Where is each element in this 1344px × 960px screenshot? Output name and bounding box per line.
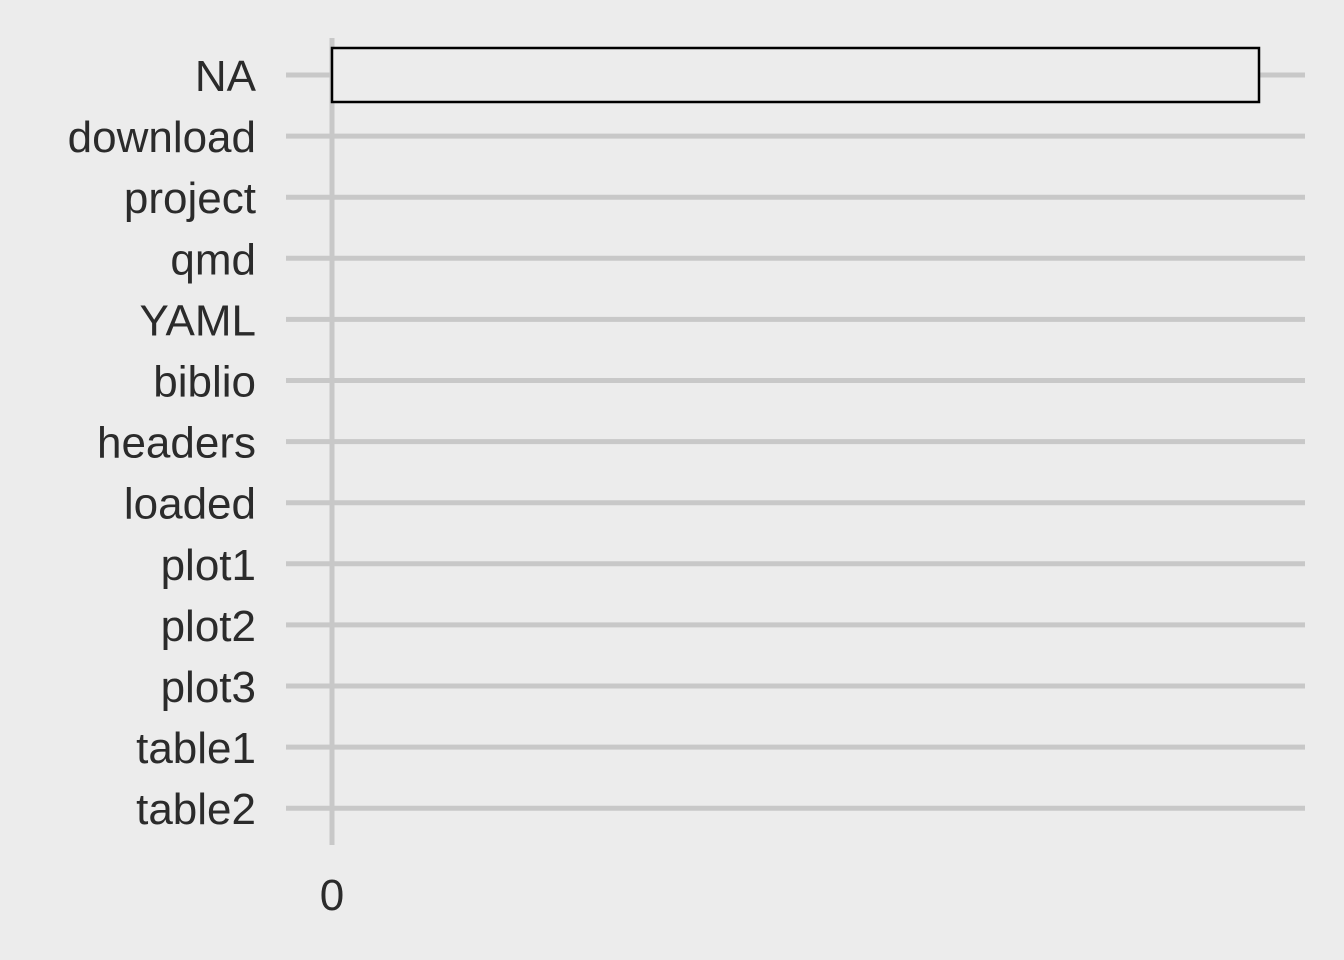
y-tick-label: YAML	[139, 296, 256, 345]
y-tick-label: project	[124, 174, 256, 223]
x-tick-label: 0	[320, 871, 344, 920]
y-tick-label: qmd	[170, 235, 256, 284]
y-tick-label: NA	[195, 52, 257, 101]
y-tick-label: download	[68, 113, 256, 162]
y-tick-label: plot3	[161, 663, 256, 712]
y-tick-label: headers	[97, 419, 256, 468]
tick-labels: NA download project qmd YAML biblio headers loa…	[68, 52, 345, 920]
y-tick-label: biblio	[153, 358, 256, 407]
y-tick-label: table1	[136, 724, 256, 773]
y-tick-label: loaded	[124, 480, 256, 529]
gridlines	[286, 38, 1305, 845]
y-tick-label: plot1	[161, 541, 256, 590]
y-tick-label: table2	[136, 785, 256, 834]
bars	[330, 46, 1261, 104]
bar	[330, 46, 1261, 104]
y-tick-label: plot2	[161, 602, 256, 651]
